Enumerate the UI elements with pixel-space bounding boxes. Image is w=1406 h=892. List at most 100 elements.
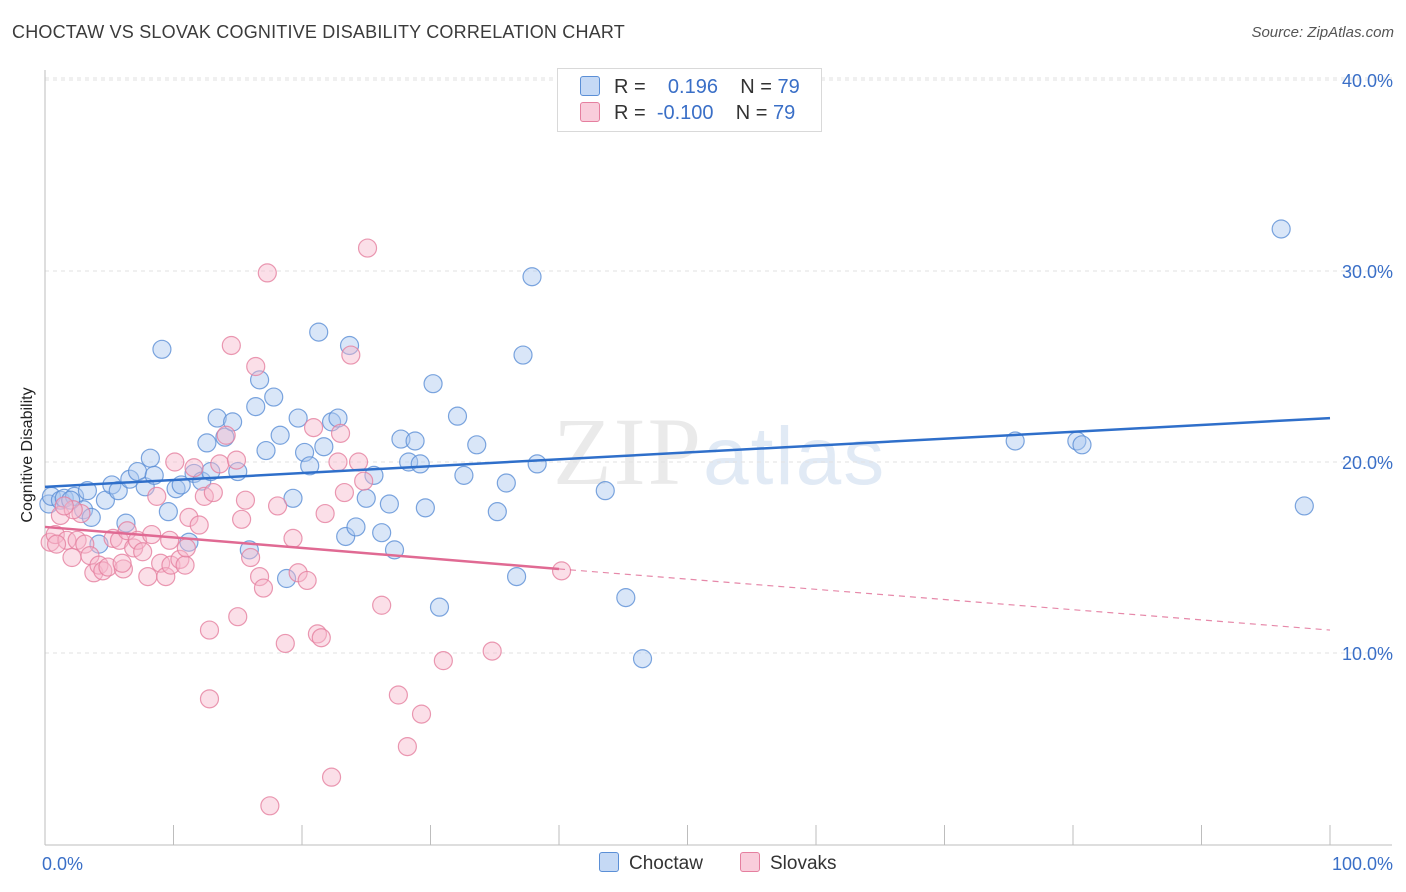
slovaks-point-78 (176, 538, 196, 558)
slovaks-point-60 (372, 595, 392, 615)
legend-row-choctaw: R = 0.196 N = 79 (580, 76, 800, 100)
slovaks-point-28 (175, 555, 195, 575)
slovaks-trend-extension (558, 568, 1331, 631)
slovaks-point-73 (160, 530, 180, 550)
slovaks-point-12 (98, 557, 118, 577)
slovaks-point-1 (45, 524, 65, 545)
slovaks-point-42 (246, 356, 266, 377)
x-tick-label-100: 100.0% (1332, 854, 1393, 874)
choctaw-point-12 (116, 513, 136, 533)
choctaw-point-61 (447, 406, 468, 426)
slovaks-point-40 (235, 490, 256, 510)
choctaw-point-48 (346, 517, 366, 537)
slovaks-point-64 (433, 651, 453, 671)
legend-n-label: N = (740, 76, 772, 98)
choctaw-point-66 (506, 566, 527, 587)
slovaks-point-33 (199, 620, 220, 640)
choctaw-point-69 (527, 454, 547, 474)
choctaw-point-42 (309, 322, 329, 342)
slovaks-point-7 (75, 534, 95, 554)
choctaw-point-59 (423, 374, 443, 394)
slovaks-point-22 (147, 486, 167, 506)
slovaks-point-65 (482, 641, 502, 661)
choctaw-point-39 (288, 408, 308, 428)
slovaks-point-59 (357, 238, 378, 258)
choctaw-point-75 (1072, 435, 1092, 455)
slovaks-point-31 (189, 515, 209, 535)
slovaks-point-3 (57, 530, 77, 550)
watermark-atlas: atlas (703, 411, 887, 502)
slovaks-point-11 (93, 561, 113, 581)
choctaw-point-50 (364, 465, 384, 485)
bottom-legend-label-slovaks: Slovaks (770, 853, 837, 874)
choctaw-swatch (580, 76, 600, 96)
slovaks-point-41 (241, 547, 261, 568)
choctaw-point-47 (339, 335, 360, 356)
choctaw-point-70 (595, 481, 615, 501)
slovaks-point-58 (354, 471, 374, 491)
slovaks-point-4 (62, 547, 82, 568)
choctaw-point-11 (108, 481, 128, 501)
choctaw-point-54 (391, 429, 411, 449)
slovaks-point-26 (165, 452, 185, 472)
choctaw-point-18 (152, 339, 172, 359)
slovaks-point-61 (388, 685, 408, 705)
choctaw-point-41 (300, 456, 320, 476)
slovaks-point-51 (307, 624, 328, 644)
slovaks-point-30 (184, 458, 204, 478)
slovaks-point-66 (551, 561, 572, 581)
slovaks-point-52 (311, 628, 331, 648)
legend-r-label: R = (614, 102, 646, 124)
y-tick-label-40: 40.0% (1342, 71, 1393, 91)
choctaw-point-77 (1294, 496, 1314, 516)
slovaks-point-45 (257, 263, 277, 283)
choctaw-point-73 (1005, 431, 1025, 451)
slovaks-point-35 (210, 454, 230, 474)
slovaks-point-69 (330, 423, 351, 443)
choctaw-point-56 (405, 431, 425, 451)
choctaw-point-67 (513, 345, 533, 365)
slovaks-point-63 (411, 704, 432, 724)
choctaw-point-25 (197, 433, 217, 453)
choctaw-point-31 (239, 540, 259, 560)
choctaw-point-57 (410, 454, 430, 474)
slovaks-point-24 (156, 566, 176, 587)
slovaks-point-36 (216, 425, 236, 445)
choctaw-point-36 (270, 425, 290, 445)
slovaks-point-37 (221, 335, 241, 356)
slovaks-point-38 (226, 450, 247, 470)
choctaw-point-37 (276, 568, 297, 589)
slovaks-point-72 (112, 553, 132, 573)
legend-r-value-slovaks: -0.100 (656, 102, 714, 124)
choctaw-point-58 (415, 498, 435, 518)
watermark: ZIPatlas (553, 396, 886, 507)
slovaks-point-43 (249, 566, 270, 587)
choctaw-point-68 (522, 267, 542, 287)
slovaks-legend-swatch (740, 852, 760, 872)
choctaw-point-52 (379, 494, 399, 514)
choctaw-point-19 (158, 502, 178, 522)
slovaks-point-74 (228, 607, 248, 627)
choctaw-point-34 (256, 440, 276, 461)
choctaw-point-38 (283, 488, 303, 508)
slovaks-point-53 (315, 503, 335, 524)
y-tick-label-20: 20.0% (1342, 453, 1393, 473)
legend-row-slovaks: R = -0.100 N = 79 (580, 102, 795, 126)
choctaw-point-27 (207, 408, 227, 428)
choctaw-point-51 (372, 523, 392, 543)
slovaks-point-49 (297, 570, 317, 591)
choctaw-point-49 (356, 488, 376, 508)
bottom-legend-label-choctaw: Choctaw (629, 853, 703, 874)
slovaks-point-19 (133, 542, 153, 562)
choctaw-point-76 (1271, 219, 1291, 239)
choctaw-point-63 (467, 435, 487, 455)
slovaks-point-47 (283, 528, 303, 549)
slovaks-point-67 (199, 689, 220, 709)
legend-n-value-slovaks: 79 (773, 102, 796, 124)
slovaks-point-57 (341, 345, 361, 365)
slovaks-point-56 (334, 482, 355, 503)
chart-title: CHOCTAW VS SLOVAK COGNITIVE DISABILITY C… (12, 22, 625, 42)
choctaw-point-72 (632, 649, 653, 669)
slovaks-point-20 (138, 566, 158, 587)
